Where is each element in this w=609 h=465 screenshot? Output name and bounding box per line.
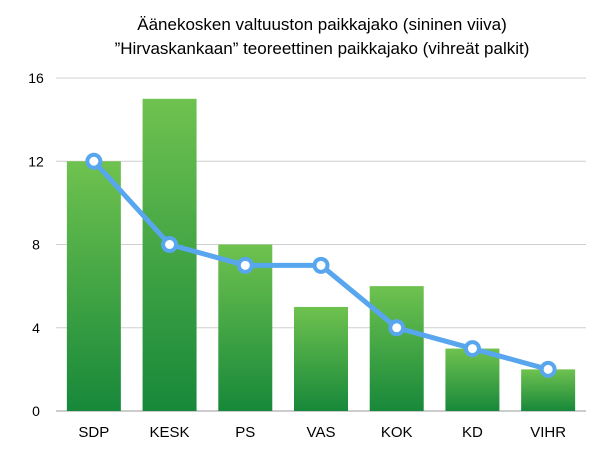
line-point: [85, 152, 103, 170]
bar: [142, 98, 197, 411]
y-tick-label: 16: [28, 70, 44, 86]
x-category-label: KD: [462, 424, 483, 441]
x-category-label: PS: [235, 424, 255, 441]
line-point: [463, 340, 481, 358]
bar: [445, 348, 500, 411]
bar: [369, 286, 424, 411]
bars: [66, 98, 576, 411]
y-tick-label: 4: [32, 320, 40, 336]
y-tick-label: 8: [32, 237, 40, 253]
line-point: [236, 256, 254, 274]
bar: [66, 161, 121, 411]
x-category-label: SDP: [78, 424, 109, 441]
line-point: [312, 256, 330, 274]
line-point: [161, 236, 179, 253]
line-point: [388, 319, 406, 337]
y-tick-label: 12: [28, 153, 44, 169]
line-series: [85, 152, 557, 378]
x-category-label: VIHR: [530, 424, 566, 441]
y-tick-label: 0: [32, 403, 40, 419]
x-category-label: VAS: [307, 424, 336, 441]
x-category-label: KOK: [381, 424, 413, 441]
x-category-label: KESK: [150, 424, 190, 441]
x-axis-categories: SDP KESK PS VAS KOK KD VIHR: [78, 424, 566, 441]
bar: [294, 306, 348, 411]
line-point: [539, 360, 557, 378]
y-axis-ticks: 0 4 8 12 16: [28, 70, 44, 419]
chart-title-line-1: Äänekosken valtuuston paikkajako (sinine…: [137, 15, 506, 34]
chart-title-line-2: ”Hirvaskankaan” teoreettinen paikkajako …: [115, 39, 530, 58]
